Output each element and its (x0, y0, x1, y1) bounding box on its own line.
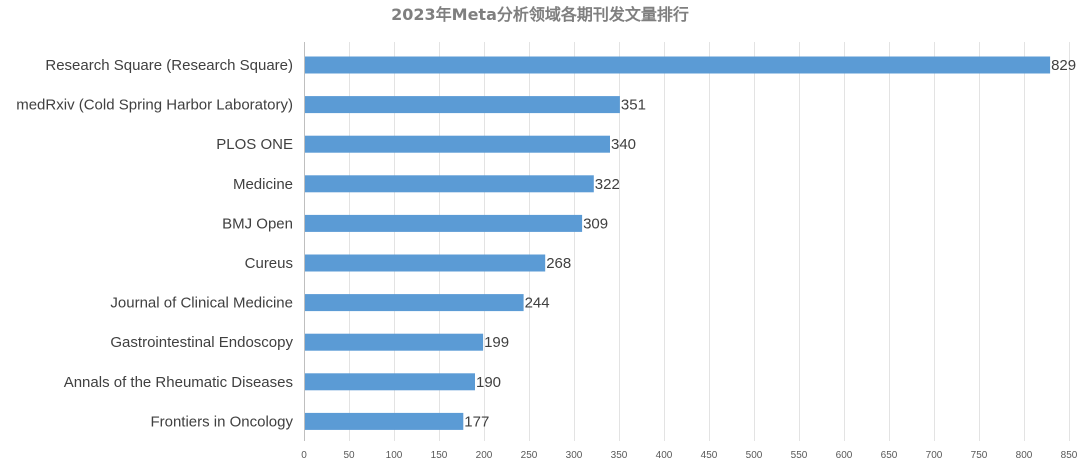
x-tick-label: 300 (566, 450, 583, 461)
bar (305, 294, 524, 312)
x-tick-label: 250 (521, 450, 538, 461)
chart-title: 2023年Meta分析领域各期刊发文量排行 (391, 5, 689, 24)
data-label: 351 (621, 97, 646, 114)
x-tick-label: 650 (881, 450, 898, 461)
x-tick-label: 800 (1016, 450, 1033, 461)
x-tick-label: 0 (301, 450, 307, 461)
category-label: PLOS ONE (216, 136, 293, 153)
category-labels: Research Square (Research Square) medRxiv… (16, 57, 293, 430)
x-tick-label: 550 (791, 450, 808, 461)
data-label: 340 (611, 136, 636, 153)
category-label: BMJ Open (222, 215, 293, 232)
x-tick-label: 200 (476, 450, 493, 461)
category-label: Frontiers in Oncology (150, 413, 293, 430)
x-axis-ticks: 0 50 100 150 200 250 300 350 400 450 500 550 600 650 7… (301, 450, 1078, 461)
data-label: 244 (525, 295, 550, 312)
x-tick-label: 750 (971, 450, 988, 461)
bar (305, 412, 464, 430)
x-tick-label: 500 (746, 450, 763, 461)
bar (305, 254, 546, 272)
bar (305, 56, 1051, 74)
data-label: 190 (476, 374, 501, 391)
category-label: Research Square (Research Square) (45, 57, 293, 74)
x-tick-label: 400 (656, 450, 673, 461)
x-tick-label: 450 (701, 450, 718, 461)
data-label: 199 (484, 334, 509, 351)
category-label: Gastrointestinal Endoscopy (110, 334, 293, 351)
data-label: 177 (464, 413, 489, 430)
bars (305, 56, 1051, 430)
data-label: 829 (1051, 57, 1076, 74)
category-label: medRxiv (Cold Spring Harbor Laboratory) (16, 97, 293, 114)
x-tick-label: 150 (431, 450, 448, 461)
x-tick-label: 350 (611, 450, 628, 461)
x-tick-label: 850 (1061, 450, 1078, 461)
category-label: Medicine (233, 176, 293, 193)
bar (305, 373, 475, 391)
bar (305, 96, 620, 114)
category-label: Annals of the Rheumatic Diseases (64, 374, 293, 391)
category-label: Cureus (245, 255, 293, 272)
bar (305, 175, 594, 193)
bar (305, 135, 610, 153)
data-labels: 829 351 340 322 309 268 244 199 190 177 (464, 57, 1076, 430)
bar (305, 333, 484, 351)
x-tick-label: 700 (926, 450, 943, 461)
bar (305, 214, 583, 232)
data-label: 322 (595, 176, 620, 193)
data-label: 309 (583, 215, 608, 232)
category-label: Journal of Clinical Medicine (110, 295, 293, 312)
x-tick-label: 600 (836, 450, 853, 461)
data-label: 268 (546, 255, 571, 272)
x-tick-label: 50 (343, 450, 355, 461)
x-tick-label: 100 (386, 450, 403, 461)
